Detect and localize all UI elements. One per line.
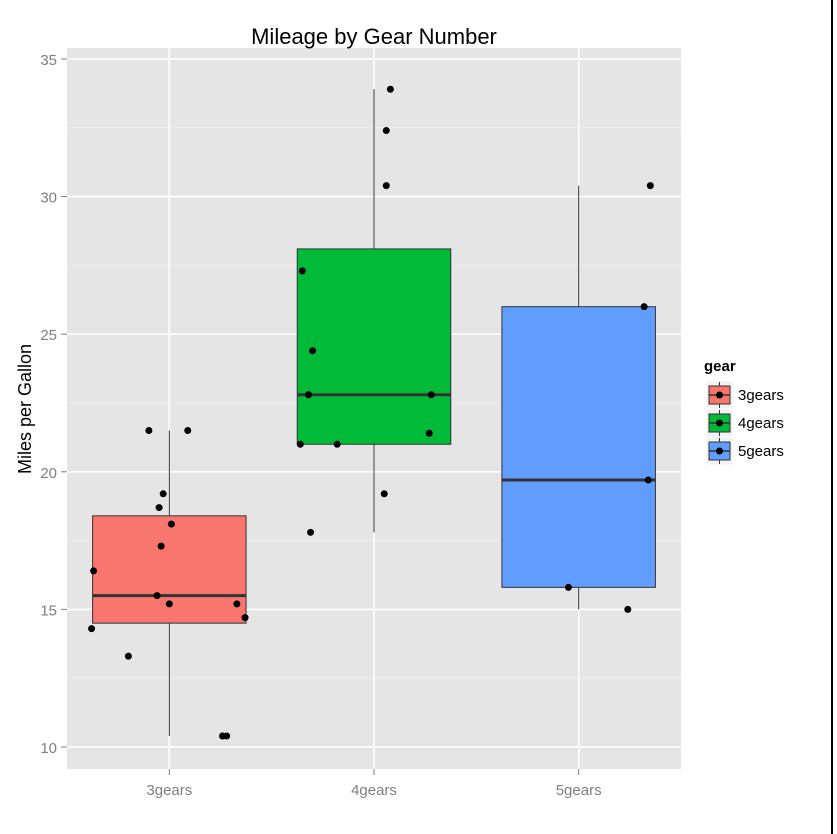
window-edge [831, 0, 833, 834]
legend-item-4gears: 4gears [705, 408, 784, 438]
data-point [564, 583, 572, 591]
data-point [382, 127, 390, 135]
data-point [124, 652, 132, 660]
data-point [167, 520, 175, 528]
data-point [333, 440, 341, 448]
y-tick-label: 25 [40, 327, 57, 344]
data-point [153, 592, 161, 600]
data-point [624, 605, 632, 613]
data-point [640, 303, 648, 311]
y-tick-label: 30 [40, 190, 57, 207]
data-point [159, 490, 167, 498]
legend-point [716, 391, 723, 399]
y-tick-label: 35 [40, 52, 57, 69]
y-tick-label: 20 [40, 465, 57, 482]
data-point [90, 567, 98, 575]
x-tick-label: 4gears [351, 782, 397, 799]
data-point [386, 85, 394, 93]
box-4gears [296, 89, 452, 533]
data-point [644, 476, 652, 484]
x-tick-label: 3gears [146, 782, 192, 799]
y-tick-label: 10 [40, 740, 57, 757]
box-5gears [501, 185, 656, 610]
data-point [382, 182, 390, 190]
legend-point [716, 447, 723, 455]
data-point [88, 625, 96, 633]
data-point [165, 600, 173, 608]
data-point [305, 391, 313, 399]
data-point [233, 600, 241, 608]
chart-title: Mileage by Gear Number [251, 24, 497, 49]
data-point [184, 427, 192, 435]
legend-label: 5gears [738, 443, 784, 460]
axis-layer: 10 15 20 25 30 35 3gears 4gears 5gears [40, 52, 601, 799]
data-point [427, 391, 435, 399]
data-point [380, 490, 388, 498]
point-layer [88, 85, 654, 740]
legend-title: gear [704, 358, 736, 375]
data-point [296, 440, 304, 448]
data-point [646, 182, 654, 190]
data-point [425, 429, 433, 437]
legend-item-5gears: 5gears [705, 436, 784, 466]
legend-item-3gears: 3gears [705, 380, 784, 410]
data-point [309, 347, 317, 355]
legend-label: 3gears [738, 387, 784, 404]
legend: gear 3gears 4gears 5gears [704, 358, 784, 466]
data-point [157, 542, 165, 550]
x-tick-label: 5gears [556, 782, 602, 799]
data-point [145, 427, 153, 435]
data-point [241, 614, 249, 622]
y-tick-label: 15 [40, 602, 57, 619]
data-point [223, 732, 231, 740]
box-body [501, 306, 656, 588]
y-axis-label: Miles per Gallon [15, 344, 35, 474]
data-point [298, 267, 306, 275]
legend-label: 4gears [738, 415, 784, 432]
data-point [307, 528, 315, 536]
data-point [155, 504, 163, 512]
box-body [296, 248, 452, 445]
legend-point [716, 419, 723, 427]
